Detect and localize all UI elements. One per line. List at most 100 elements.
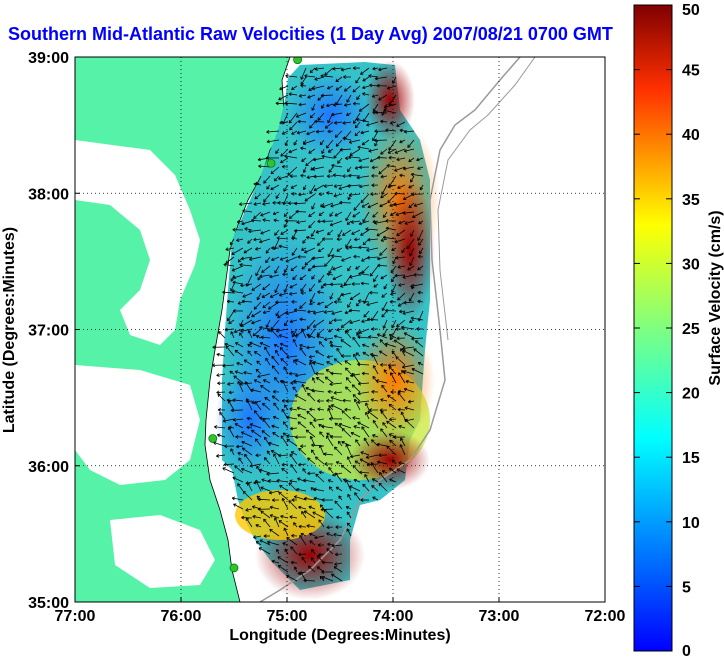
velocity-arrow-head [323,452,327,455]
velocity-arrow-head [264,346,268,349]
velocity-arrow [411,337,424,340]
velocity-arrow-head [232,281,236,285]
velocity-arrow-head [351,282,355,285]
velocity-arrow [402,274,415,278]
velocity-arrow [361,265,370,274]
velocity-arrow-head [373,138,377,141]
velocity-arrow-head [307,95,310,98]
velocity-arrow-head [251,429,254,434]
velocity-arrow-head [315,230,319,233]
velocity-arrow [315,229,325,233]
velocity-arrow [273,416,280,420]
velocity-arrow-head [299,343,303,346]
velocity-arrow [417,265,424,271]
velocity-arrow [348,193,361,196]
velocity-arrow-head [306,235,310,238]
velocity-arrow [222,291,235,294]
velocity-arrow [250,389,262,393]
velocity-arrow-head [361,270,363,274]
velocity-arrow [406,238,415,250]
velocity-arrow-head [410,286,414,288]
velocity-arrow [395,256,406,259]
velocity-arrow [283,366,289,375]
velocity-arrow [308,148,316,154]
velocity-arrow-head [253,535,256,538]
velocity-arrow [319,444,325,456]
velocity-arrow-head [398,425,402,429]
velocity-arrow-head [271,559,275,562]
velocity-arrow-head [213,442,216,445]
velocity-arrow-head [351,283,355,286]
velocity-arrow [261,265,271,273]
velocity-arrow [316,130,325,133]
velocity-arrow-head [392,261,396,265]
velocity-arrow-head [399,129,403,133]
velocity-arrow-head [326,356,331,359]
velocity-arrow-head [247,316,251,319]
velocity-arrow [315,350,325,357]
velocity-arrow [317,408,325,411]
velocity-arrow [326,435,334,447]
velocity-arrow-head [370,274,374,277]
velocity-arrow-head [391,350,395,353]
colorbar-tick-label: 10 [682,515,700,532]
velocity-arrow [331,164,343,168]
velocity-arrow [309,359,316,366]
velocity-arrow-head [263,181,267,184]
velocity-arrow-head [271,425,275,429]
velocity-arrow-head [379,339,382,343]
velocity-arrow-head [262,203,266,206]
velocity-arrow-head [352,101,356,104]
velocity-arrow-head [358,381,361,385]
velocity-arrow [277,556,289,564]
velocity-arrow [390,121,397,124]
velocity-arrow-head [387,201,391,204]
velocity-arrow-head [285,313,289,316]
velocity-arrow-head [417,238,421,241]
velocity-arrow [217,434,226,438]
velocity-arrow-head [273,402,277,405]
velocity-arrow-head [321,424,325,427]
velocity-arrow-head [310,116,314,119]
velocity-arrow-head [291,330,295,333]
velocity-arrow-head [262,286,265,290]
velocity-arrow-head [323,337,327,340]
velocity-arrow [313,319,325,328]
velocity-arrow [317,238,325,246]
velocity-arrow-head [356,119,359,122]
radar-stations [208,57,302,573]
velocity-arrow-head [223,464,227,467]
velocity-arrow [255,524,262,528]
velocity-arrow [283,211,289,217]
velocity-arrow-head [318,192,322,195]
velocity-arrow-head [420,188,424,191]
velocity-arrow-head [242,294,245,298]
velocity-arrow [300,67,307,80]
velocity-arrow-head [257,278,261,281]
velocity-arrow-head [354,492,358,495]
velocity-arrow-head [373,420,377,423]
velocity-arrow [352,465,361,474]
velocity-arrow-head [257,159,261,162]
velocity-arrow [324,67,334,76]
velocity-arrow [234,465,244,474]
velocity-arrow-head [321,425,324,429]
velocity-arrow [371,94,379,98]
velocity-arrow [326,432,334,438]
velocity-arrow [335,94,343,106]
velocity-arrow-head [272,211,276,215]
velocity-arrow-head [315,131,320,134]
velocity-arrow [230,331,235,339]
velocity-arrow-head [241,223,245,226]
velocity-arrow-head [375,380,379,383]
velocity-arrow-head [294,203,298,206]
velocity-arrow-head [223,462,227,466]
velocity-arrow-head [335,461,339,465]
velocity-arrow-head [341,428,344,432]
velocity-arrow-head [326,400,330,403]
velocity-arrow-head [230,410,234,413]
velocity-arrow [247,238,253,244]
velocity-arrow-head [289,126,291,131]
velocity-arrow [251,319,262,324]
velocity-arrow [233,375,244,384]
